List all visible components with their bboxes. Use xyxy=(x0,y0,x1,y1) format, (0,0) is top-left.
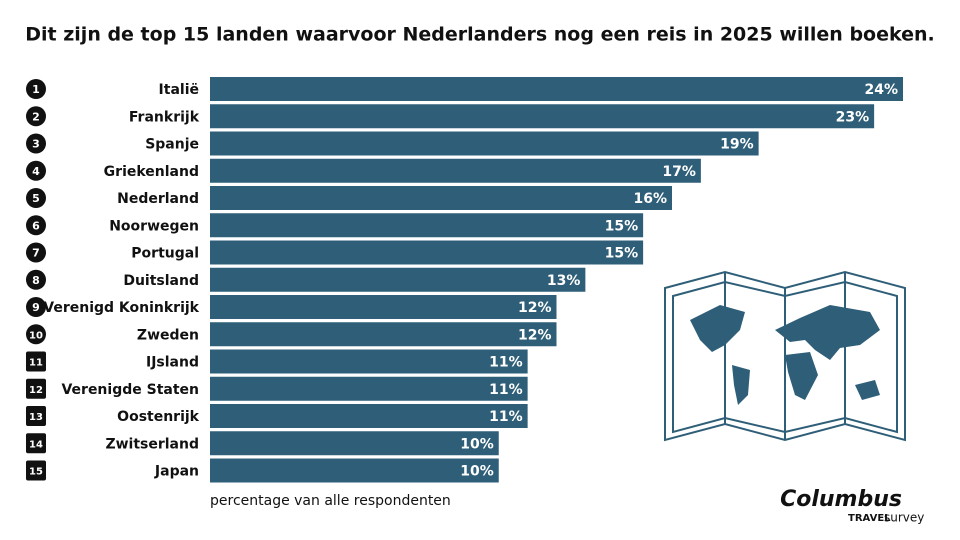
bar xyxy=(210,213,644,238)
value-label: 19% xyxy=(720,137,754,153)
y-tick-label: Oostenrijk xyxy=(117,409,200,425)
bar xyxy=(210,295,557,319)
rank-badge xyxy=(26,460,46,481)
bar xyxy=(210,431,499,456)
rank-label: 13 xyxy=(29,412,43,423)
bar xyxy=(210,240,644,265)
bar xyxy=(210,376,528,401)
bar xyxy=(210,158,701,183)
rank-label: 1 xyxy=(32,83,40,96)
chart-title: Dit zijn de top 15 landen waarvoor Neder… xyxy=(25,24,935,46)
y-tick-label: Zwitserland xyxy=(105,436,199,452)
value-label: 12% xyxy=(518,300,552,316)
value-label: 12% xyxy=(518,327,552,343)
y-tick-label: Spanje xyxy=(145,137,199,153)
map-icon xyxy=(664,270,906,442)
logo-name: Columbus xyxy=(780,487,902,512)
bar xyxy=(210,349,528,374)
y-tick-label: Zweden xyxy=(137,327,199,343)
rank-badge xyxy=(26,297,46,317)
rank-badge xyxy=(26,406,46,426)
bar xyxy=(210,458,499,483)
y-tick-label: Japan xyxy=(154,464,199,480)
rank-label: 14 xyxy=(29,439,43,450)
rank-badge xyxy=(26,215,46,236)
rank-badge xyxy=(26,351,46,372)
x-axis-label: percentage van alle respondenten xyxy=(210,493,451,509)
rank-label: 12 xyxy=(29,385,43,396)
value-label: 11% xyxy=(489,355,523,371)
value-label: 13% xyxy=(547,273,581,289)
bar xyxy=(210,322,557,347)
rank-label: 11 xyxy=(29,358,43,369)
rank-badge xyxy=(26,160,46,181)
rank-label: 10 xyxy=(29,330,43,341)
bar xyxy=(210,267,586,292)
rank-label: 3 xyxy=(32,138,40,151)
value-label: 10% xyxy=(460,464,494,480)
rank-label: 8 xyxy=(32,274,40,287)
rank-label: 9 xyxy=(32,301,40,314)
logo-line1: TRAVEL xyxy=(848,513,891,524)
y-tick-label: Italië xyxy=(159,82,199,98)
rank-badge xyxy=(26,269,46,290)
value-label: 16% xyxy=(633,191,667,207)
value-label: 23% xyxy=(836,109,870,125)
y-tick-label: Griekenland xyxy=(104,164,199,180)
rank-badge xyxy=(26,106,46,127)
y-tick-label: Portugal xyxy=(131,246,199,262)
rank-badge xyxy=(26,433,46,454)
value-label: 17% xyxy=(662,164,696,180)
rank-label: 4 xyxy=(32,165,40,178)
rank-badge xyxy=(26,188,46,208)
y-tick-label: Duitsland xyxy=(123,273,199,289)
bar xyxy=(210,186,672,210)
value-label: 15% xyxy=(605,218,639,234)
y-tick-label: Verenigd Koninkrijk xyxy=(43,300,199,316)
logo-line2: survey xyxy=(884,511,924,525)
value-label: 11% xyxy=(489,409,523,425)
bar xyxy=(210,77,903,101)
y-tick-label: Verenigde Staten xyxy=(61,382,199,398)
bar xyxy=(210,404,528,428)
y-tick-label: IJsland xyxy=(146,355,199,371)
rank-badge xyxy=(26,79,46,99)
rank-label: 5 xyxy=(32,192,40,205)
value-label: 11% xyxy=(489,382,523,398)
rank-label: 6 xyxy=(32,219,40,232)
rank-badge xyxy=(26,378,46,399)
rank-label: 2 xyxy=(32,110,40,123)
value-label: 24% xyxy=(864,82,898,98)
y-tick-label: Nederland xyxy=(117,191,199,207)
rank-badge xyxy=(26,242,46,263)
y-tick-label: Frankrijk xyxy=(129,109,200,125)
y-tick-label: Noorwegen xyxy=(109,218,199,234)
rank-label: 7 xyxy=(32,247,40,260)
rank-label: 15 xyxy=(29,467,43,478)
rank-badge xyxy=(26,324,46,345)
bar xyxy=(210,131,759,156)
rank-badge xyxy=(26,133,46,154)
value-label: 15% xyxy=(605,246,639,262)
bar xyxy=(210,104,875,129)
value-label: 10% xyxy=(460,436,494,452)
